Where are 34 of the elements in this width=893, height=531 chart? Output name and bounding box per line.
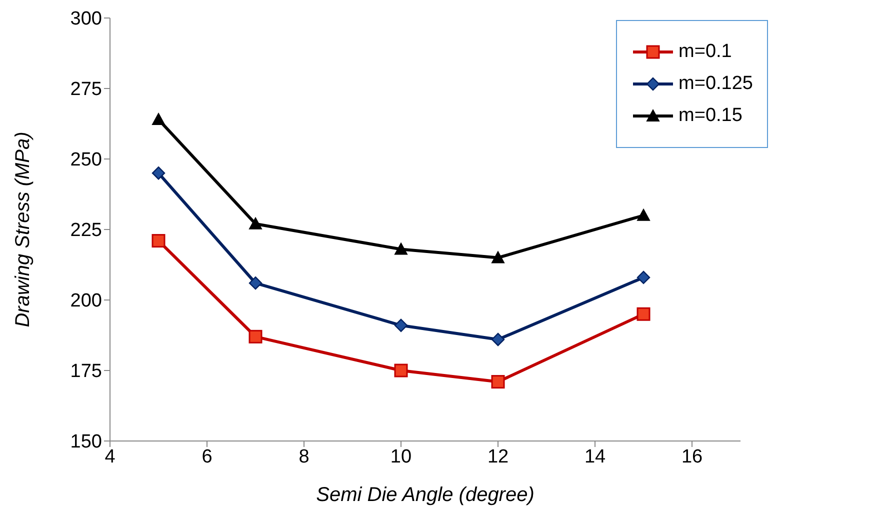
point [152, 234, 166, 248]
point [249, 217, 262, 230]
y-tick-label: 250 [70, 150, 102, 171]
x-tick-label: 6 [202, 446, 212, 468]
point [394, 364, 408, 378]
y-axis-title: Drawing Stress (MPa) [12, 132, 34, 328]
y-tick-label: 300 [70, 8, 102, 30]
x-axis-title: Semi Die Angle (degree) [316, 484, 534, 506]
point [152, 166, 166, 180]
point [492, 251, 505, 264]
y-tick-label: 150 [70, 432, 102, 453]
point [394, 318, 408, 332]
x-tick-label: 10 [390, 446, 412, 468]
legend-label: m=0.125 [678, 73, 753, 95]
y-tick-label: 225 [70, 220, 102, 242]
point [636, 307, 650, 321]
point [636, 270, 650, 284]
y-tick-label: 200 [70, 290, 102, 312]
x-tick-label: 8 [298, 446, 310, 468]
point [491, 332, 505, 346]
point [248, 330, 262, 344]
y-tick-label: 175 [70, 361, 102, 382]
point [491, 375, 505, 389]
x-tick-label: 16 [681, 446, 703, 468]
x-tick-label: 14 [584, 446, 606, 468]
point [248, 276, 262, 290]
x-tick-label: 4 [104, 446, 116, 468]
point [637, 208, 650, 221]
x-tick-label: 12 [487, 446, 509, 468]
legend-label: m=0.1 [678, 41, 732, 63]
point [394, 242, 408, 255]
y-tick-label: 275 [70, 79, 102, 100]
legend-label: m=0.15 [678, 105, 742, 127]
point [152, 113, 165, 126]
